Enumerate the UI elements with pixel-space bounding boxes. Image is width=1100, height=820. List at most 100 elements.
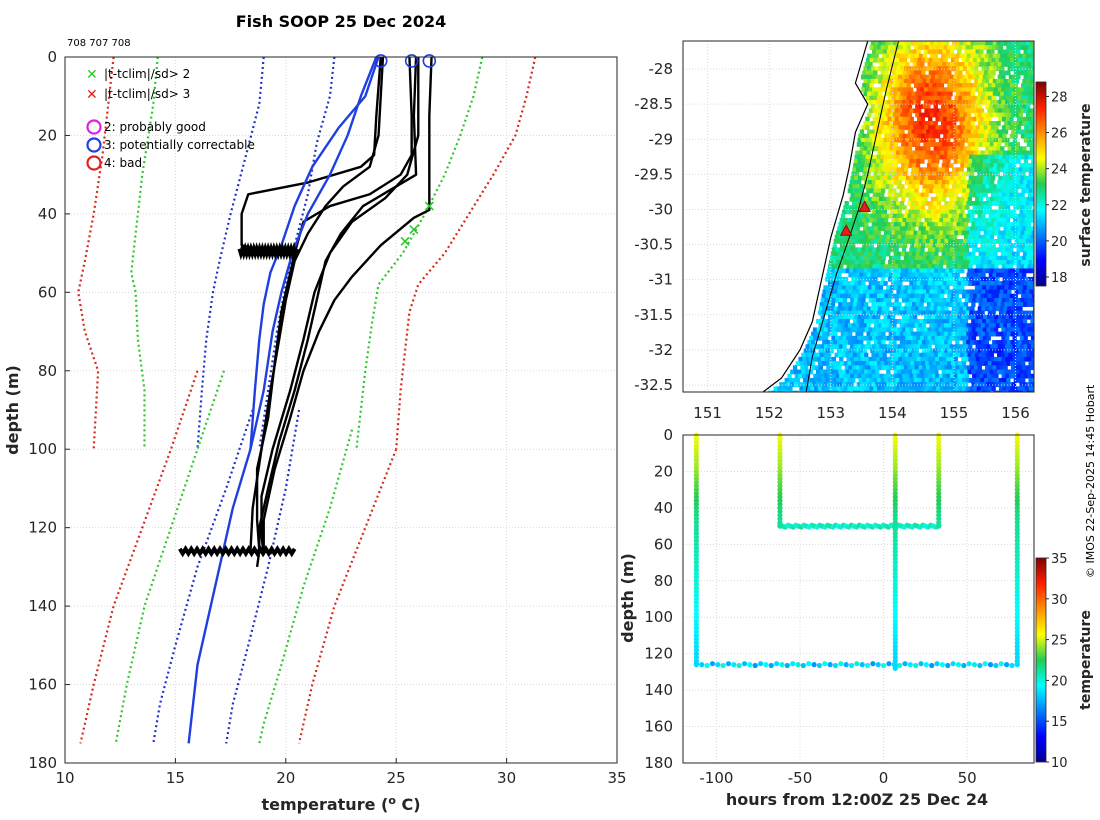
sst-cell <box>932 361 937 366</box>
sst-cell <box>825 377 830 383</box>
sst-cell <box>825 331 831 337</box>
sst-cell <box>951 289 957 295</box>
sst-cell <box>841 302 847 307</box>
sst-cell <box>852 369 858 375</box>
sst-cell <box>839 356 844 362</box>
sst-cell <box>920 137 925 143</box>
sst-cell <box>946 356 951 362</box>
sst-cell <box>965 260 970 265</box>
sst-cell <box>921 386 926 392</box>
sst-cell <box>896 331 901 337</box>
sst-cell <box>839 297 844 303</box>
cast-3-point <box>892 541 898 547</box>
sst-cell <box>945 327 951 333</box>
sst-cell <box>896 238 901 244</box>
sst-cell <box>1008 302 1013 307</box>
sst-cell <box>1007 121 1012 126</box>
sst-cell <box>998 175 1003 181</box>
sst-cell <box>819 318 824 324</box>
sst-cell <box>1029 289 1034 295</box>
sst-cell <box>964 344 969 350</box>
cast-5-point <box>1014 541 1020 547</box>
sst-cell <box>974 285 980 291</box>
sst-cell <box>947 348 953 354</box>
sst-cell <box>1021 213 1027 219</box>
cast-3-point <box>892 607 898 613</box>
sst-cell <box>1023 222 1028 227</box>
sst-cell <box>999 213 1005 219</box>
sst-cell <box>961 230 966 236</box>
sst-cell <box>936 377 941 383</box>
sst-cell <box>874 365 879 371</box>
sst-cell <box>957 74 962 80</box>
sst-cell <box>914 272 920 278</box>
sst-cell <box>892 41 898 46</box>
sst-cell <box>895 154 900 160</box>
cast-5-point <box>1014 461 1020 467</box>
cast-3-point <box>892 640 898 646</box>
sst-cell <box>928 260 933 265</box>
sst-cell <box>989 251 994 257</box>
sst-cell <box>844 201 849 206</box>
sst-cell <box>965 243 970 248</box>
sst-cell <box>969 83 974 88</box>
cast-3-point <box>892 516 898 522</box>
sst-cell <box>1011 91 1016 97</box>
sst-cell <box>845 369 850 375</box>
sst-cell <box>992 129 998 135</box>
sst-cell <box>874 289 879 295</box>
sst-cell <box>875 163 880 168</box>
sst-cell <box>885 272 890 278</box>
sst-cell <box>825 348 831 354</box>
sst-cell <box>856 318 861 324</box>
sst-cell <box>823 285 828 291</box>
sst-cell <box>847 243 852 248</box>
sst-cell <box>864 268 869 274</box>
sst-cell <box>839 281 844 286</box>
sst-cell <box>976 108 981 114</box>
sst-cell <box>828 356 833 362</box>
sst-cell <box>1018 255 1023 261</box>
sst-cell <box>959 289 964 295</box>
sst-cell <box>936 340 941 345</box>
sst-cell <box>952 112 957 118</box>
sst-cell <box>913 154 918 160</box>
cast-2-point <box>777 519 783 526</box>
sst-cell <box>971 318 976 324</box>
sst-cell <box>801 352 806 358</box>
sst-cell <box>857 335 862 341</box>
sst-cell <box>959 104 964 109</box>
sst-cell <box>890 247 896 253</box>
sst-cell <box>939 377 945 383</box>
time-depth-ylabel: depth (m) <box>618 553 637 643</box>
sst-cell <box>836 340 842 345</box>
sst-cell <box>993 222 998 227</box>
sst-cell <box>851 310 856 316</box>
sst-cell <box>1025 129 1031 135</box>
sst-cell <box>889 104 894 109</box>
sst-cell <box>938 62 943 67</box>
sst-cell <box>904 382 909 387</box>
sst-cell <box>868 179 873 185</box>
sst-cell <box>961 293 967 299</box>
sst-cell <box>860 87 866 93</box>
sst-cell <box>803 348 808 354</box>
sst-cell <box>954 230 959 236</box>
sst-cell <box>886 302 891 307</box>
sst-cell <box>981 53 986 59</box>
sst-cell <box>968 175 974 181</box>
sst-cell <box>1012 74 1017 80</box>
sst-cell <box>871 251 876 257</box>
cast-5-point <box>1014 585 1020 591</box>
sst-cell <box>939 217 944 223</box>
sst-cell <box>890 234 895 240</box>
sst-cell <box>914 255 920 261</box>
sst-cell <box>1025 213 1030 219</box>
sst-cell <box>868 137 873 143</box>
sst-cell <box>958 361 963 366</box>
sst-cell <box>1030 99 1034 105</box>
sst-cell <box>876 264 881 270</box>
sst-cell <box>874 146 879 152</box>
cast-3-point <box>892 625 898 631</box>
sst-cell <box>849 196 854 202</box>
